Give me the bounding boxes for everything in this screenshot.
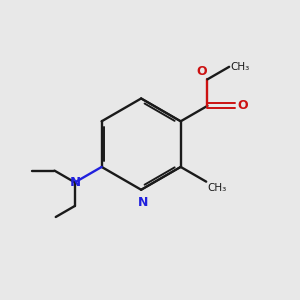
Text: CH₃: CH₃ <box>208 183 227 193</box>
Text: N: N <box>137 196 148 209</box>
Text: N: N <box>69 176 80 189</box>
Text: O: O <box>196 65 207 78</box>
Text: O: O <box>237 99 248 112</box>
Text: CH₃: CH₃ <box>231 62 250 72</box>
